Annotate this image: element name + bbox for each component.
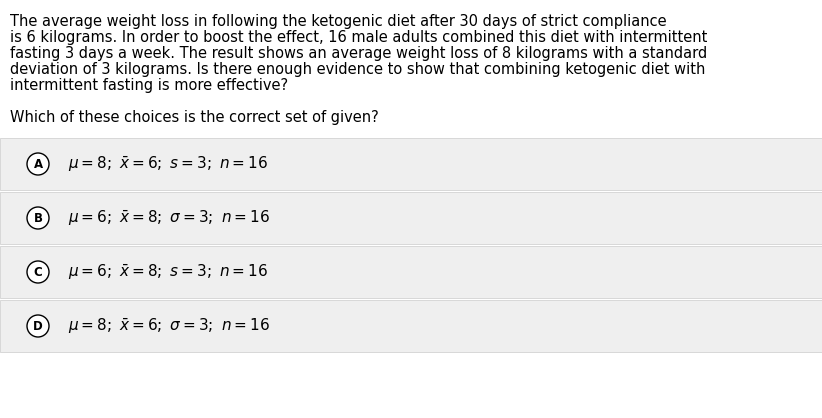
Text: The average weight loss in following the ketogenic diet after 30 days of strict : The average weight loss in following the…: [10, 14, 667, 29]
Bar: [0, 138, 822, 190]
Bar: [0, 300, 822, 352]
Bar: [0, 192, 822, 244]
Text: intermittent fasting is more effective?: intermittent fasting is more effective?: [10, 78, 289, 93]
Text: $\mu=8;\ \bar{x}=6;\ \sigma=3;\ n=16$: $\mu=8;\ \bar{x}=6;\ \sigma=3;\ n=16$: [68, 316, 270, 336]
Text: Which of these choices is the correct set of given?: Which of these choices is the correct se…: [10, 110, 379, 125]
Text: fasting 3 days a week. The result shows an average weight loss of 8 kilograms wi: fasting 3 days a week. The result shows …: [10, 46, 707, 61]
Bar: [0, 246, 822, 298]
Text: $\mu=6;\ \bar{x}=8;\ s=3;\ n=16$: $\mu=6;\ \bar{x}=8;\ s=3;\ n=16$: [68, 263, 268, 282]
Ellipse shape: [27, 207, 49, 229]
Text: A: A: [34, 158, 43, 171]
Text: C: C: [34, 265, 43, 278]
Ellipse shape: [27, 315, 49, 337]
Text: B: B: [34, 212, 43, 224]
Ellipse shape: [27, 261, 49, 283]
Text: $\mu=8;\ \bar{x}=6;\ s=3;\ n=16$: $\mu=8;\ \bar{x}=6;\ s=3;\ n=16$: [68, 154, 268, 173]
Text: $\mu=6;\ \bar{x}=8;\ \sigma=3;\ n=16$: $\mu=6;\ \bar{x}=8;\ \sigma=3;\ n=16$: [68, 209, 270, 227]
Text: D: D: [33, 319, 43, 332]
Text: is 6 kilograms. In order to boost the effect, 16 male adults combined this diet : is 6 kilograms. In order to boost the ef…: [10, 30, 708, 45]
Ellipse shape: [27, 153, 49, 175]
Text: deviation of 3 kilograms. Is there enough evidence to show that combining ketoge: deviation of 3 kilograms. Is there enoug…: [10, 62, 705, 77]
